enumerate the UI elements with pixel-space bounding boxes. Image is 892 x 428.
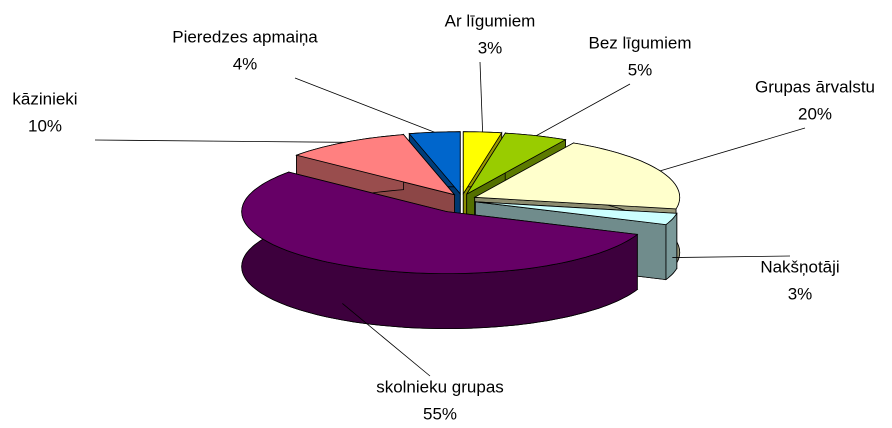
- leader-line: [479, 61, 484, 133]
- leader-line: [660, 127, 806, 172]
- slice-label: Ar līgumiem: [445, 11, 536, 30]
- slice-top: [475, 201, 678, 226]
- slice-value-label: 4%: [233, 54, 258, 73]
- leader-line: [94, 139, 345, 143]
- slice-label: kāzinieki: [12, 89, 77, 108]
- slice-label: Bez līgumiem: [589, 33, 692, 52]
- slice-label: Grupas ārvalstu: [755, 77, 875, 96]
- leader-line: [672, 255, 791, 258]
- slice-label: Nakšņotāji: [760, 257, 839, 276]
- slice-label: skolnieku grupas: [376, 377, 504, 396]
- slice-value-label: 10%: [28, 116, 62, 135]
- slice-top: [466, 132, 567, 195]
- slice-top: [408, 131, 461, 195]
- slice-top: [241, 171, 639, 274]
- pie-slice: [241, 171, 639, 329]
- slice-value-label: 3%: [478, 38, 503, 57]
- slice-value-label: 55%: [423, 404, 457, 423]
- slice-value-label: 3%: [788, 284, 813, 303]
- slice-value-label: 20%: [798, 104, 832, 123]
- slice-label: Pieredzes apmaiņa: [172, 27, 318, 46]
- slice-value-label: 5%: [628, 60, 653, 79]
- leader-line: [342, 303, 431, 377]
- leader-line: [535, 83, 631, 137]
- slice-top: [295, 134, 456, 196]
- leader-line: [294, 77, 435, 133]
